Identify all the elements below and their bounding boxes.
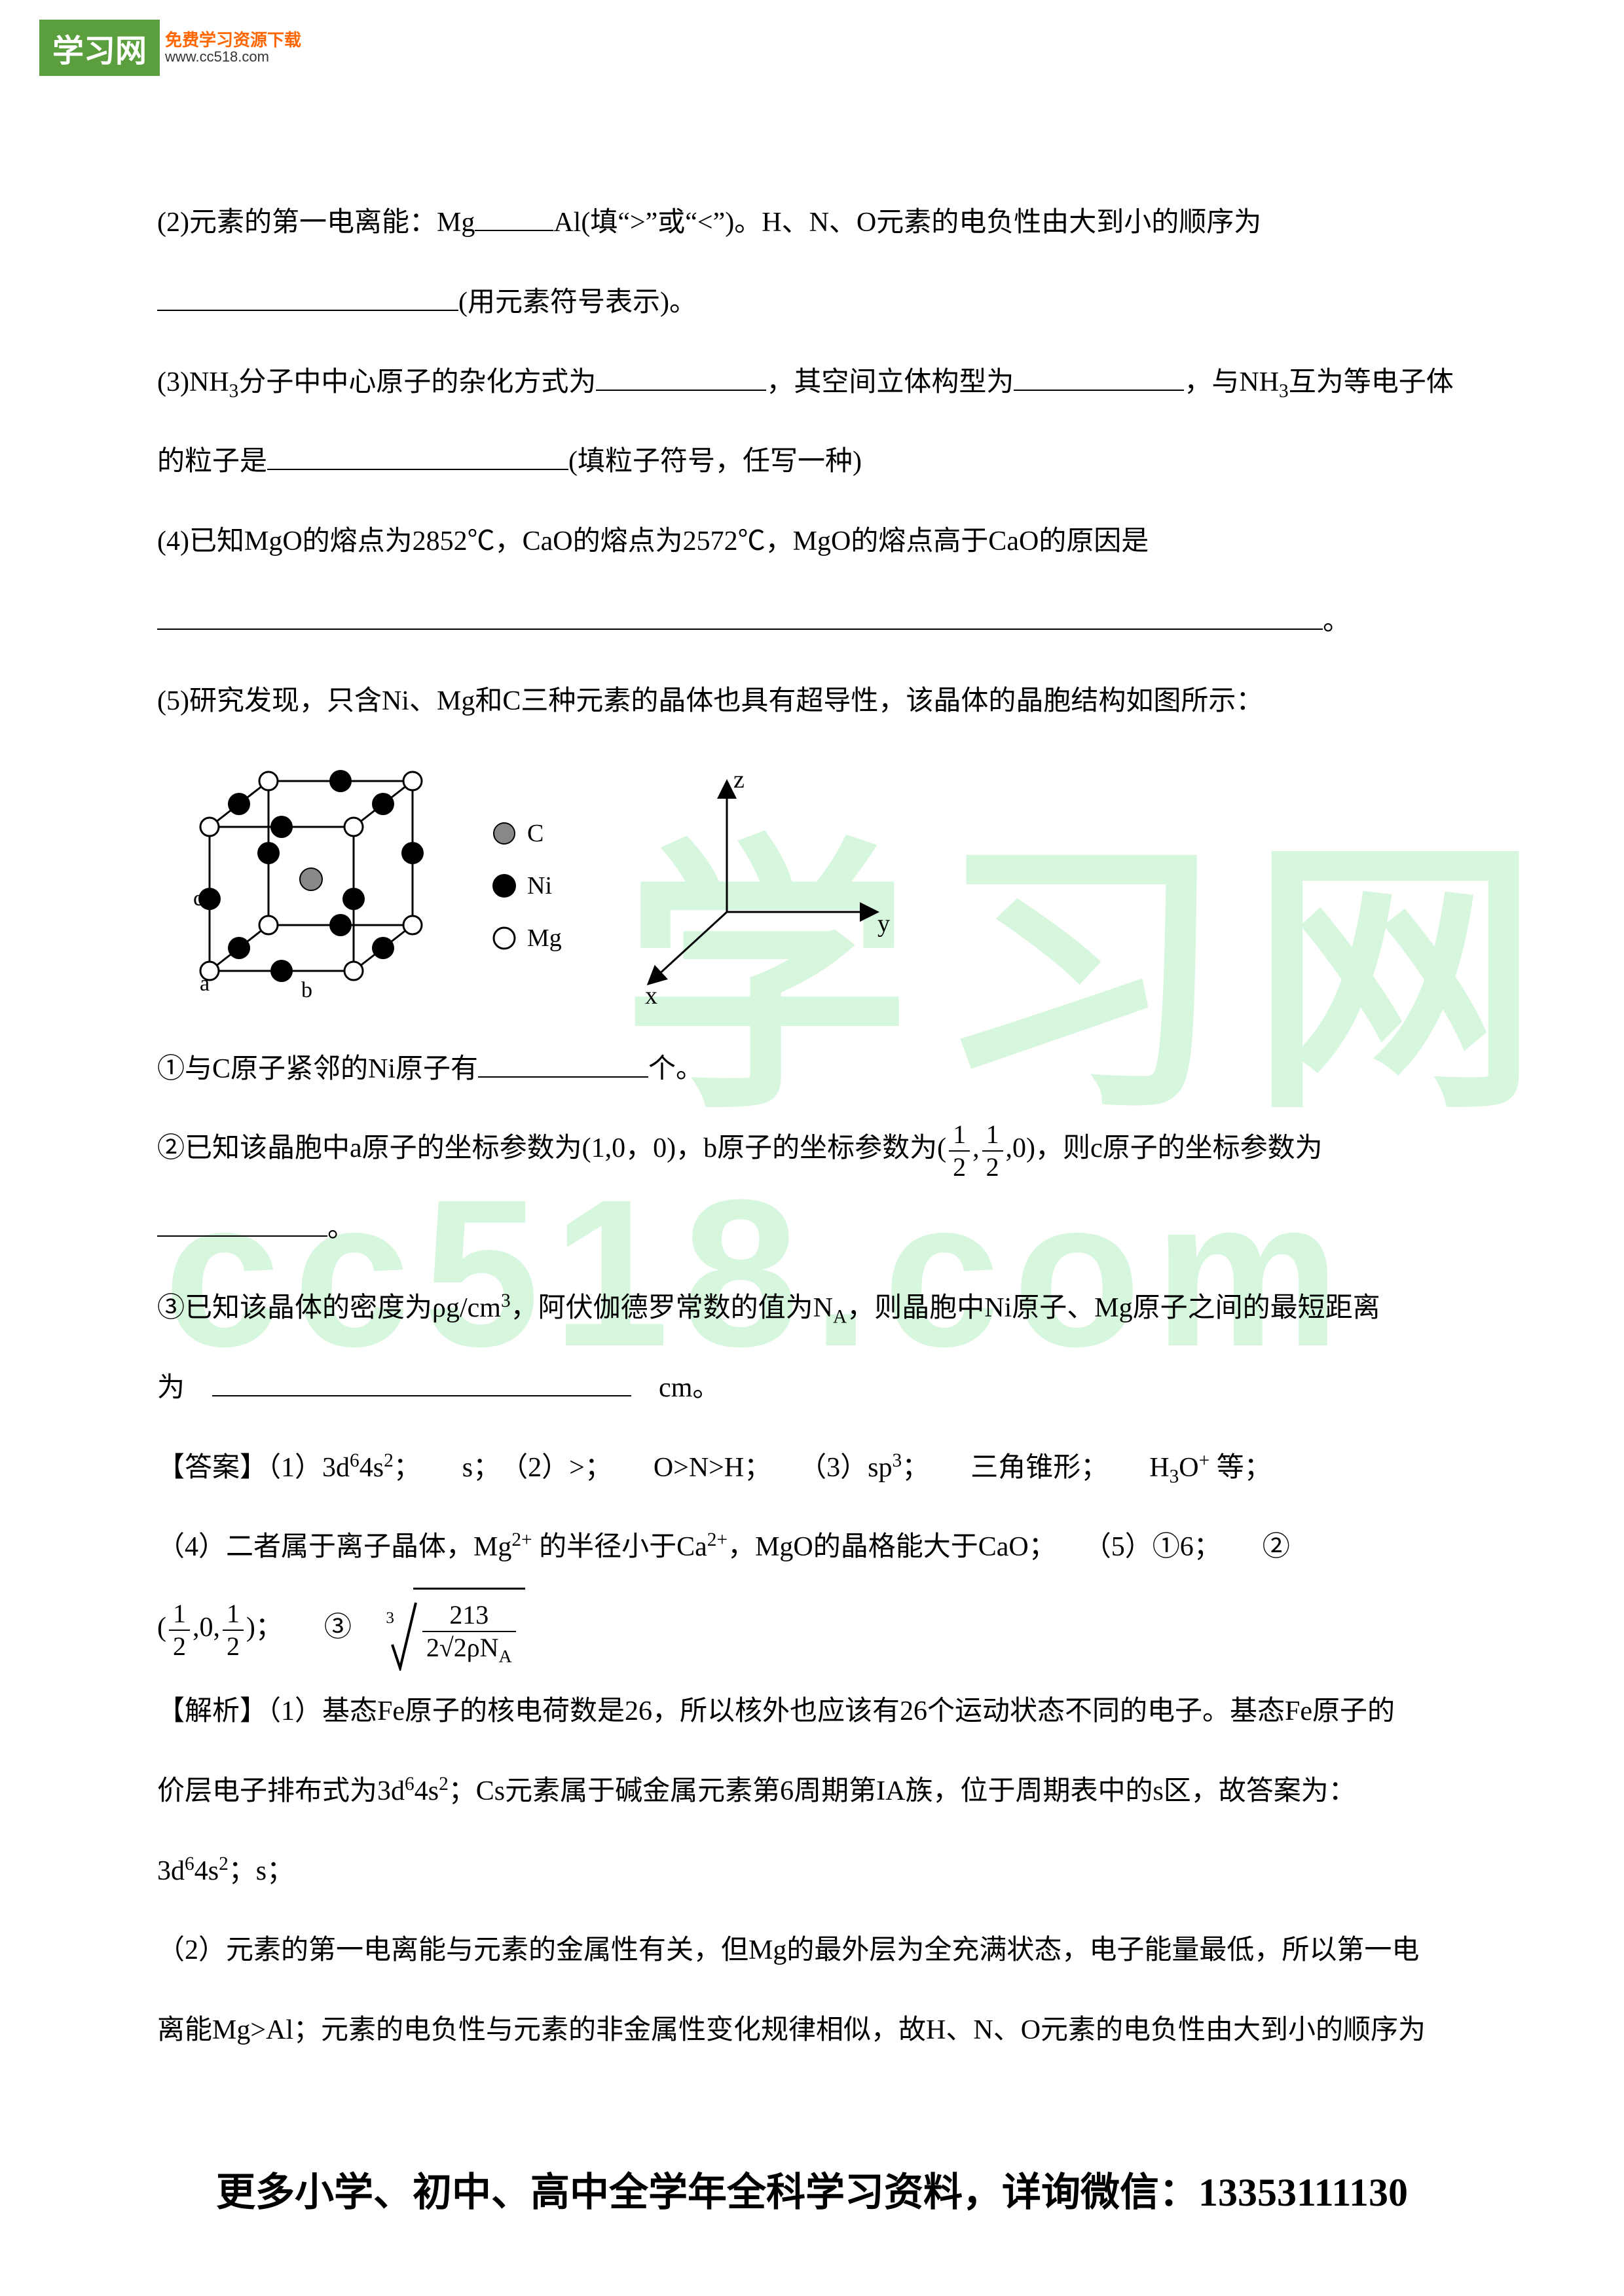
fraction: 12 (169, 1598, 190, 1662)
exp-head: 【解析】（1）基态Fe原子的核电荷数是26，所以核外也应该有26个运动状态不同的… (157, 1696, 1395, 1726)
exp-2c: ；s； (229, 1856, 294, 1886)
crystal-diagram: a b c C Ni Mg z y x (170, 761, 1467, 1010)
q3-text-e: 互为等电子体 (1289, 367, 1454, 397)
q5-text-a: (5)研究发现，只含Ni、Mg和C三种元素的晶体也具有超导性，该晶体的晶胞结构如… (157, 686, 1263, 716)
superscript: 2 (439, 1774, 449, 1795)
ans-1b: ； s； （2）>； O>N>H； （3）sp (394, 1453, 893, 1483)
ans-2c: ，MgO的晶格能大于CaO； （5）①6； ② (728, 1532, 1290, 1562)
svg-text:Ni: Ni (527, 872, 552, 900)
blank (475, 206, 553, 231)
ans-2b: 的半径小于Ca (532, 1532, 707, 1562)
q5-3d: 为 (157, 1373, 185, 1403)
footer-text: 更多小学、初中、高中全学年全科学习资料，详询微信：13353111130 (0, 2160, 1624, 2217)
blank (157, 286, 458, 311)
q4-text-b: 。 (1323, 606, 1350, 636)
svg-text:C: C (527, 820, 544, 847)
q3-text-b: 分子中中心原子的杂化方式为 (238, 367, 596, 397)
ans-head: 【答案】（1）3d (157, 1453, 350, 1483)
site-logo: 学习网 免费学习资源下载 www.cc518.com (39, 20, 301, 76)
superscript: + (1199, 1450, 1210, 1471)
superscript: 2 (219, 1853, 229, 1874)
unit-cell-svg: a b c (170, 761, 445, 1010)
svg-text:b: b (301, 978, 312, 1002)
blank (478, 1053, 648, 1078)
q4-text-a: (4)已知MgO的熔点为2852℃，CaO的熔点为2572℃，MgO的熔点高于C… (157, 526, 1149, 556)
subscript: 3 (1170, 1466, 1179, 1487)
svg-text:z: z (733, 768, 745, 793)
ans-2a: （4）二者属于离子晶体，Mg (157, 1532, 511, 1562)
superscript: 2+ (511, 1529, 532, 1550)
q3-text-d: ，与NH (1184, 367, 1279, 397)
ans-1d: O (1179, 1453, 1198, 1483)
q5-2a: ②已知该晶胞中a原子的坐标参数为(1,0，0)，b原子的坐标参数为( (157, 1133, 946, 1163)
q3-text-c: ，其空间立体构型为 (766, 367, 1014, 397)
exp-1a: 价层电子排布式为3d (157, 1776, 405, 1806)
q5-3c: ，则晶胞中Ni原子、Mg原子之间的最短距离 (847, 1293, 1380, 1323)
blank (1014, 366, 1184, 391)
blank (157, 1212, 327, 1237)
fraction: 12 (223, 1598, 244, 1662)
exp-1c: ；Cs元素属于碱金属元素第6周期第IA族，位于周期表中的s区，故答案为： (449, 1776, 1356, 1806)
superscript: 2 (384, 1450, 394, 1471)
ans-1e: 等； (1209, 1453, 1272, 1483)
q5-3b: ，阿伏伽德罗常数的值为N (511, 1293, 833, 1323)
logo-url: www.cc518.com (165, 49, 301, 65)
superscript: 6 (185, 1853, 194, 1874)
q2-text-b: Al(填“>”或“<”)。H、N、O元素的电负性由大到小的顺序为 (553, 208, 1261, 238)
logo-subtitle: 免费学习资源下载 (165, 31, 301, 50)
svg-text:x: x (645, 982, 657, 1004)
svg-text:c: c (193, 886, 203, 911)
ans-3b: ,0, (193, 1613, 220, 1643)
blank (596, 366, 766, 391)
q2-text-a: (2)元素的第一电离能：Mg (157, 208, 475, 238)
q5-2c: ,0)，则c原子的坐标参数为 (1006, 1133, 1323, 1163)
cube-root: 3 213 2√2ρNA (386, 1588, 525, 1672)
superscript: 3 (501, 1290, 511, 1311)
exp-2a: 3d (157, 1856, 185, 1886)
blank (212, 1372, 631, 1396)
ans-3c: )； ③ (246, 1613, 379, 1643)
fraction: 12 (949, 1119, 970, 1183)
q5-3a: ③已知该晶体的密度为ρg/cm (157, 1293, 501, 1323)
q5-1b: 个。 (648, 1054, 703, 1084)
subscript: A (833, 1306, 847, 1327)
exp-3: （2）元素的第一电离能与元素的金属性有关，但Mg的最外层为全充满状态，电子能量最… (157, 1935, 1419, 1965)
axes-svg: z y x (629, 768, 904, 1004)
svg-text:y: y (877, 910, 890, 938)
subscript: 3 (1279, 380, 1289, 401)
q5-3e: cm。 (659, 1373, 720, 1403)
exp-4: 离能Mg>Al；元素的电负性与元素的非金属性变化规律相似，故H、N、O元素的电负… (157, 2015, 1426, 2045)
logo-badge: 学习网 (39, 20, 160, 76)
svg-text:a: a (200, 972, 210, 996)
svg-text:Mg: Mg (527, 924, 562, 952)
q5-2b: , (972, 1133, 980, 1163)
fraction: 213 2√2ρNA (422, 1599, 516, 1667)
q2-text-c: (用元素符号表示)。 (458, 287, 697, 318)
q3-text-g: (填粒子符号，任写一种) (568, 446, 862, 477)
superscript: 6 (405, 1774, 415, 1795)
blank (157, 605, 1323, 630)
ans-1a: 4s (360, 1453, 384, 1483)
superscript: 3 (893, 1450, 902, 1471)
q3-text-f: 的粒子是 (157, 446, 267, 477)
superscript: 6 (350, 1450, 360, 1471)
fraction: 12 (982, 1119, 1003, 1183)
blank (267, 446, 568, 471)
q5-1a: ①与C原子紧邻的Ni原子有 (157, 1054, 478, 1084)
exp-1b: 4s (415, 1776, 439, 1806)
superscript: 2+ (707, 1529, 728, 1550)
exp-2b: 4s (194, 1856, 219, 1886)
ans-3a: ( (157, 1613, 166, 1643)
subscript: 3 (229, 380, 239, 401)
legend-svg: C Ni Mg (485, 801, 589, 971)
ans-1c: ； 三角锥形； H (902, 1453, 1169, 1483)
q5-2d: 。 (327, 1213, 355, 1243)
q3-text-a: (3)NH (157, 367, 229, 397)
document-body: (2)元素的第一电离能：Mg Al(填“>”或“<”)。H、N、O元素的电负性由大… (157, 183, 1467, 2071)
